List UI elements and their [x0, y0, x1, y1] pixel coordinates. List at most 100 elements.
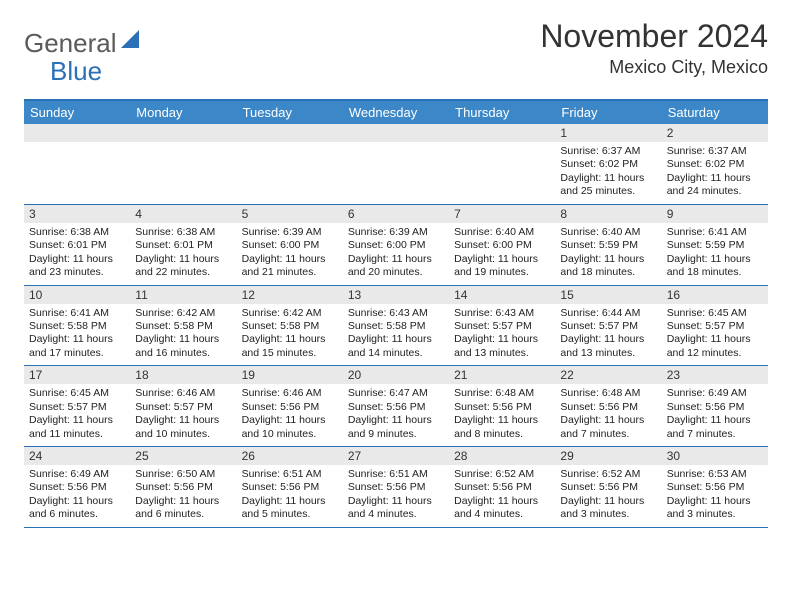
day-details: Sunrise: 6:50 AMSunset: 5:56 PMDaylight:…	[130, 465, 236, 527]
day-detail-line: Daylight: 11 hours and 12 minutes.	[667, 333, 763, 360]
calendar-day-cell	[24, 124, 130, 204]
day-detail-line: Sunset: 6:02 PM	[560, 158, 656, 171]
day-details: Sunrise: 6:43 AMSunset: 5:57 PMDaylight:…	[449, 304, 555, 366]
calendar-day-cell: 1Sunrise: 6:37 AMSunset: 6:02 PMDaylight…	[555, 124, 661, 204]
day-number: 29	[555, 447, 661, 465]
day-detail-line: Sunrise: 6:50 AM	[135, 468, 231, 481]
day-detail-line: Sunset: 6:00 PM	[454, 239, 550, 252]
day-detail-line: Daylight: 11 hours and 6 minutes.	[135, 495, 231, 522]
day-detail-line: Daylight: 11 hours and 3 minutes.	[560, 495, 656, 522]
day-detail-line: Daylight: 11 hours and 24 minutes.	[667, 172, 763, 199]
day-detail-line: Daylight: 11 hours and 10 minutes.	[135, 414, 231, 441]
calendar-day-cell: 5Sunrise: 6:39 AMSunset: 6:00 PMDaylight…	[237, 204, 343, 285]
day-detail-line: Daylight: 11 hours and 15 minutes.	[242, 333, 338, 360]
day-details: Sunrise: 6:41 AMSunset: 5:58 PMDaylight:…	[24, 304, 130, 366]
day-number: 11	[130, 286, 236, 304]
day-detail-line: Sunrise: 6:49 AM	[667, 387, 763, 400]
calendar-day-cell: 18Sunrise: 6:46 AMSunset: 5:57 PMDayligh…	[130, 366, 236, 447]
day-detail-line: Sunset: 5:57 PM	[29, 401, 125, 414]
day-details: Sunrise: 6:38 AMSunset: 6:01 PMDaylight:…	[130, 223, 236, 285]
calendar-day-cell: 28Sunrise: 6:52 AMSunset: 5:56 PMDayligh…	[449, 447, 555, 528]
logo-text-blue: Blue	[24, 56, 102, 86]
day-detail-line: Sunrise: 6:45 AM	[667, 307, 763, 320]
day-detail-line: Sunrise: 6:45 AM	[29, 387, 125, 400]
calendar-day-cell: 4Sunrise: 6:38 AMSunset: 6:01 PMDaylight…	[130, 204, 236, 285]
day-header: Tuesday	[237, 100, 343, 124]
day-number	[449, 124, 555, 142]
calendar-day-cell	[237, 124, 343, 204]
day-detail-line: Sunrise: 6:40 AM	[560, 226, 656, 239]
logo-text-general: General	[24, 28, 117, 59]
day-number: 14	[449, 286, 555, 304]
day-detail-line: Daylight: 11 hours and 18 minutes.	[667, 253, 763, 280]
calendar-day-cell: 30Sunrise: 6:53 AMSunset: 5:56 PMDayligh…	[662, 447, 768, 528]
calendar-body: 1Sunrise: 6:37 AMSunset: 6:02 PMDaylight…	[24, 124, 768, 527]
calendar-day-cell: 21Sunrise: 6:48 AMSunset: 5:56 PMDayligh…	[449, 366, 555, 447]
day-detail-line: Sunrise: 6:51 AM	[348, 468, 444, 481]
day-details: Sunrise: 6:49 AMSunset: 5:56 PMDaylight:…	[662, 384, 768, 446]
day-detail-line: Sunset: 5:58 PM	[348, 320, 444, 333]
day-detail-line: Sunset: 6:01 PM	[29, 239, 125, 252]
day-detail-line: Daylight: 11 hours and 4 minutes.	[454, 495, 550, 522]
calendar-table: SundayMondayTuesdayWednesdayThursdayFrid…	[24, 99, 768, 528]
day-details: Sunrise: 6:48 AMSunset: 5:56 PMDaylight:…	[449, 384, 555, 446]
day-details: Sunrise: 6:46 AMSunset: 5:56 PMDaylight:…	[237, 384, 343, 446]
calendar-week-row: 10Sunrise: 6:41 AMSunset: 5:58 PMDayligh…	[24, 285, 768, 366]
calendar-day-cell: 29Sunrise: 6:52 AMSunset: 5:56 PMDayligh…	[555, 447, 661, 528]
day-detail-line: Sunset: 5:58 PM	[29, 320, 125, 333]
day-details	[130, 142, 236, 150]
day-header: Thursday	[449, 100, 555, 124]
day-detail-line: Sunrise: 6:53 AM	[667, 468, 763, 481]
day-detail-line: Daylight: 11 hours and 25 minutes.	[560, 172, 656, 199]
day-detail-line: Sunrise: 6:52 AM	[454, 468, 550, 481]
day-detail-line: Sunset: 5:56 PM	[242, 401, 338, 414]
day-number: 26	[237, 447, 343, 465]
day-header: Wednesday	[343, 100, 449, 124]
day-details: Sunrise: 6:45 AMSunset: 5:57 PMDaylight:…	[24, 384, 130, 446]
day-details: Sunrise: 6:51 AMSunset: 5:56 PMDaylight:…	[343, 465, 449, 527]
day-number: 6	[343, 205, 449, 223]
calendar-day-cell: 3Sunrise: 6:38 AMSunset: 6:01 PMDaylight…	[24, 204, 130, 285]
day-detail-line: Daylight: 11 hours and 4 minutes.	[348, 495, 444, 522]
day-details: Sunrise: 6:42 AMSunset: 5:58 PMDaylight:…	[130, 304, 236, 366]
day-number: 24	[24, 447, 130, 465]
day-detail-line: Sunrise: 6:37 AM	[667, 145, 763, 158]
logo-sail-icon	[121, 30, 143, 57]
calendar-day-cell: 25Sunrise: 6:50 AMSunset: 5:56 PMDayligh…	[130, 447, 236, 528]
day-details: Sunrise: 6:47 AMSunset: 5:56 PMDaylight:…	[343, 384, 449, 446]
day-detail-line: Daylight: 11 hours and 8 minutes.	[454, 414, 550, 441]
day-number	[130, 124, 236, 142]
day-details: Sunrise: 6:40 AMSunset: 5:59 PMDaylight:…	[555, 223, 661, 285]
day-detail-line: Daylight: 11 hours and 13 minutes.	[560, 333, 656, 360]
month-title: November 2024	[540, 18, 768, 55]
day-detail-line: Daylight: 11 hours and 6 minutes.	[29, 495, 125, 522]
day-detail-line: Sunset: 5:59 PM	[667, 239, 763, 252]
day-details: Sunrise: 6:41 AMSunset: 5:59 PMDaylight:…	[662, 223, 768, 285]
calendar-day-cell: 27Sunrise: 6:51 AMSunset: 5:56 PMDayligh…	[343, 447, 449, 528]
day-details: Sunrise: 6:46 AMSunset: 5:57 PMDaylight:…	[130, 384, 236, 446]
calendar-day-cell: 23Sunrise: 6:49 AMSunset: 5:56 PMDayligh…	[662, 366, 768, 447]
day-detail-line: Daylight: 11 hours and 10 minutes.	[242, 414, 338, 441]
calendar-week-row: 3Sunrise: 6:38 AMSunset: 6:01 PMDaylight…	[24, 204, 768, 285]
day-detail-line: Sunrise: 6:38 AM	[135, 226, 231, 239]
day-detail-line: Sunset: 5:58 PM	[242, 320, 338, 333]
day-detail-line: Sunset: 6:01 PM	[135, 239, 231, 252]
day-details: Sunrise: 6:49 AMSunset: 5:56 PMDaylight:…	[24, 465, 130, 527]
calendar-day-cell: 11Sunrise: 6:42 AMSunset: 5:58 PMDayligh…	[130, 285, 236, 366]
day-details: Sunrise: 6:42 AMSunset: 5:58 PMDaylight:…	[237, 304, 343, 366]
calendar-header-row: SundayMondayTuesdayWednesdayThursdayFrid…	[24, 100, 768, 124]
day-detail-line: Sunrise: 6:43 AM	[454, 307, 550, 320]
day-detail-line: Sunset: 5:56 PM	[560, 401, 656, 414]
calendar-day-cell: 26Sunrise: 6:51 AMSunset: 5:56 PMDayligh…	[237, 447, 343, 528]
day-details	[24, 142, 130, 150]
day-number: 4	[130, 205, 236, 223]
day-detail-line: Daylight: 11 hours and 14 minutes.	[348, 333, 444, 360]
day-number: 18	[130, 366, 236, 384]
day-details: Sunrise: 6:53 AMSunset: 5:56 PMDaylight:…	[662, 465, 768, 527]
day-detail-line: Sunrise: 6:38 AM	[29, 226, 125, 239]
day-number: 5	[237, 205, 343, 223]
day-detail-line: Sunrise: 6:41 AM	[29, 307, 125, 320]
day-detail-line: Daylight: 11 hours and 7 minutes.	[667, 414, 763, 441]
day-detail-line: Daylight: 11 hours and 5 minutes.	[242, 495, 338, 522]
calendar-day-cell: 14Sunrise: 6:43 AMSunset: 5:57 PMDayligh…	[449, 285, 555, 366]
